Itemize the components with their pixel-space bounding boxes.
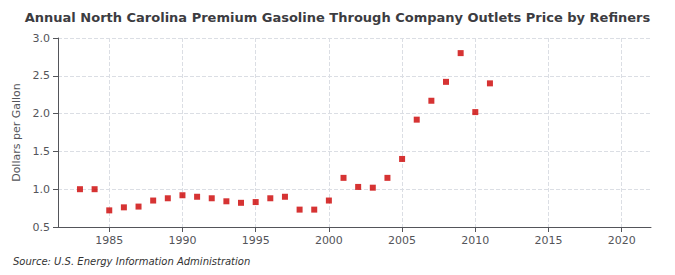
svg-text:2010: 2010	[461, 234, 489, 247]
svg-text:2015: 2015	[535, 234, 563, 247]
svg-text:Source: U.S. Energy Informatio: Source: U.S. Energy Information Administ…	[13, 256, 250, 267]
svg-text:1990: 1990	[168, 234, 196, 247]
svg-text:2005: 2005	[388, 234, 416, 247]
svg-text:Dollars per Gallon: Dollars per Gallon	[10, 83, 23, 182]
svg-text:1.5: 1.5	[33, 145, 51, 158]
svg-text:1.0: 1.0	[33, 183, 51, 196]
svg-text:1995: 1995	[242, 234, 270, 247]
svg-text:1985: 1985	[95, 234, 123, 247]
svg-text:3.0: 3.0	[33, 32, 51, 45]
svg-text:Annual North Carolina Premium: Annual North Carolina Premium Gasoline T…	[25, 10, 651, 25]
svg-text:0.5: 0.5	[33, 221, 51, 234]
svg-text:2.0: 2.0	[33, 107, 51, 120]
svg-text:2000: 2000	[315, 234, 343, 247]
svg-text:2020: 2020	[608, 234, 636, 247]
svg-text:2.5: 2.5	[33, 69, 51, 82]
